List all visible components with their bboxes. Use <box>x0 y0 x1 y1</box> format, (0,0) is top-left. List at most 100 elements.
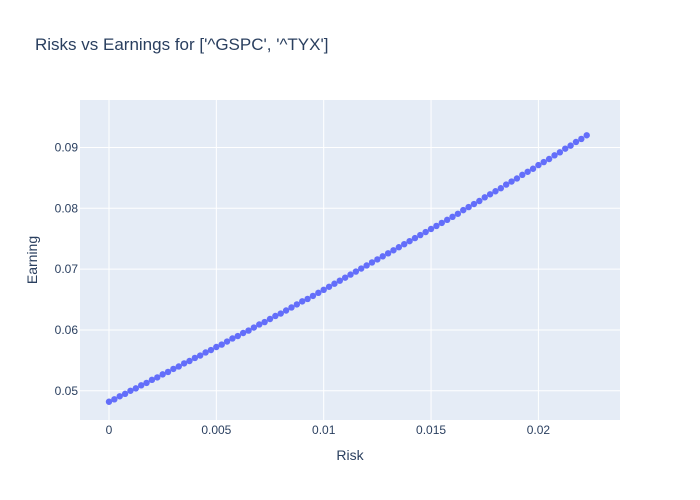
data-point[interactable] <box>229 335 236 342</box>
y-tick-label: 0.05 <box>55 384 79 398</box>
data-point[interactable] <box>239 329 247 337</box>
data-point[interactable] <box>186 357 193 365</box>
data-point[interactable] <box>325 283 333 290</box>
data-point[interactable] <box>476 197 483 205</box>
x-tick-label: 0 <box>106 423 113 437</box>
data-point[interactable] <box>454 210 462 217</box>
y-tick-label: 0.06 <box>55 323 79 337</box>
y-axis-ticks: 0.05 0.06 0.07 0.08 0.09 <box>55 140 79 397</box>
data-point[interactable] <box>341 274 349 281</box>
data-point[interactable] <box>250 324 258 331</box>
data-point[interactable] <box>379 253 386 260</box>
data-point[interactable] <box>282 307 290 314</box>
data-point[interactable] <box>164 368 172 376</box>
data-point[interactable] <box>245 327 252 334</box>
data-point[interactable] <box>288 304 295 311</box>
data-point[interactable] <box>486 191 494 198</box>
data-point[interactable] <box>374 256 381 263</box>
data-point[interactable] <box>513 175 521 182</box>
data-point[interactable] <box>148 376 156 384</box>
data-point[interactable] <box>535 161 542 169</box>
data-point[interactable] <box>111 396 118 403</box>
data-point[interactable] <box>427 225 435 233</box>
data-point[interactable] <box>309 292 317 300</box>
data-point[interactable] <box>304 295 311 303</box>
data-point[interactable] <box>519 171 526 179</box>
data-point[interactable] <box>363 262 370 269</box>
data-point[interactable] <box>202 349 209 356</box>
data-point[interactable] <box>143 379 150 387</box>
data-point[interactable] <box>315 289 322 297</box>
data-point[interactable] <box>433 222 440 230</box>
data-point[interactable] <box>556 149 564 156</box>
data-point[interactable] <box>223 338 231 345</box>
data-point[interactable] <box>336 277 344 284</box>
data-point[interactable] <box>256 321 263 328</box>
data-point[interactable] <box>390 247 397 254</box>
data-point[interactable] <box>583 132 590 139</box>
data-point[interactable] <box>272 312 279 320</box>
data-point[interactable] <box>159 371 166 378</box>
data-point[interactable] <box>180 360 188 367</box>
data-point[interactable] <box>545 155 553 163</box>
data-point[interactable] <box>465 203 472 211</box>
data-point[interactable] <box>299 298 306 305</box>
data-point[interactable] <box>422 228 429 236</box>
data-point[interactable] <box>460 206 467 214</box>
data-point[interactable] <box>320 286 327 294</box>
data-point[interactable] <box>551 152 558 159</box>
data-point[interactable] <box>175 363 182 370</box>
data-point[interactable] <box>331 280 338 287</box>
data-point[interactable] <box>191 354 199 362</box>
x-gridlines <box>108 100 539 420</box>
y-axis-label: Earning <box>24 236 40 284</box>
data-point[interactable] <box>121 390 129 398</box>
data-point[interactable] <box>197 352 204 359</box>
data-point[interactable] <box>277 310 284 317</box>
x-tick-label: 0.015 <box>416 423 446 437</box>
data-point[interactable] <box>540 158 547 166</box>
data-point[interactable] <box>137 382 145 389</box>
data-point[interactable] <box>417 231 424 239</box>
data-point[interactable] <box>352 268 360 275</box>
data-point[interactable] <box>567 142 574 149</box>
data-point[interactable] <box>293 301 301 308</box>
data-point[interactable] <box>497 185 505 192</box>
data-point[interactable] <box>218 341 225 348</box>
data-point[interactable] <box>170 365 177 373</box>
data-point[interactable] <box>529 165 537 172</box>
data-point[interactable] <box>384 250 392 257</box>
data-point[interactable] <box>449 213 456 221</box>
data-point[interactable] <box>481 194 488 201</box>
data-point[interactable] <box>105 398 113 405</box>
data-point[interactable] <box>524 168 531 175</box>
data-point[interactable] <box>127 387 134 394</box>
data-point[interactable] <box>562 145 569 152</box>
data-point[interactable] <box>207 346 215 354</box>
data-point[interactable] <box>132 385 140 392</box>
data-point[interactable] <box>443 216 451 224</box>
data-point[interactable] <box>438 219 445 227</box>
data-point[interactable] <box>116 393 123 400</box>
data-point[interactable] <box>492 188 499 195</box>
data-point[interactable] <box>508 178 515 185</box>
data-point[interactable] <box>234 332 242 340</box>
data-point[interactable] <box>395 244 403 251</box>
data-point[interactable] <box>572 138 580 146</box>
data-point[interactable] <box>578 135 585 143</box>
data-point[interactable] <box>368 259 376 266</box>
data-point[interactable] <box>503 181 510 188</box>
data-point[interactable] <box>154 374 161 381</box>
data-point[interactable] <box>347 271 354 278</box>
data-point[interactable] <box>401 240 408 248</box>
y-gridlines <box>80 146 620 392</box>
data-point[interactable] <box>266 315 274 323</box>
data-point[interactable] <box>406 237 413 245</box>
data-point[interactable] <box>261 318 268 326</box>
data-point[interactable] <box>411 234 419 242</box>
data-point[interactable] <box>358 265 365 272</box>
data-point[interactable] <box>470 200 478 208</box>
plot-area[interactable] <box>80 100 620 420</box>
data-point[interactable] <box>213 343 220 351</box>
x-axis-label: Risk <box>336 447 364 463</box>
